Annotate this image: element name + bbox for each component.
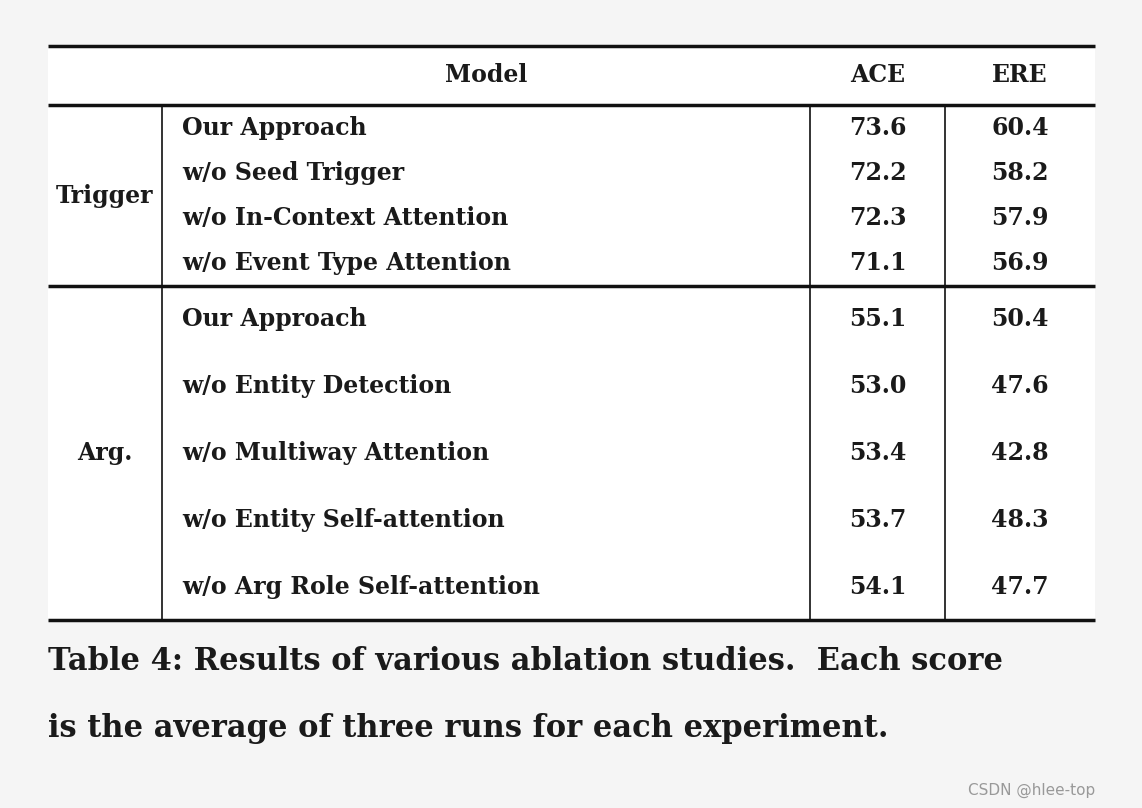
Text: 47.7: 47.7 [991, 574, 1048, 599]
Text: 53.7: 53.7 [849, 507, 907, 532]
Text: 53.4: 53.4 [849, 441, 907, 465]
Text: ACE: ACE [850, 64, 906, 87]
Text: 50.4: 50.4 [991, 307, 1048, 331]
Text: 58.2: 58.2 [991, 161, 1048, 185]
Text: 72.2: 72.2 [849, 161, 907, 185]
Text: w/o In-Context Attention: w/o In-Context Attention [182, 206, 508, 230]
Text: w/o Multiway Attention: w/o Multiway Attention [182, 441, 489, 465]
Text: 60.4: 60.4 [991, 116, 1048, 140]
Text: w/o Seed Trigger: w/o Seed Trigger [182, 161, 404, 185]
Text: Our Approach: Our Approach [182, 307, 367, 331]
Text: w/o Event Type Attention: w/o Event Type Attention [182, 251, 510, 276]
Text: 54.1: 54.1 [849, 574, 907, 599]
Text: 53.0: 53.0 [849, 374, 907, 398]
Text: 56.9: 56.9 [991, 251, 1048, 276]
Text: 47.6: 47.6 [991, 374, 1048, 398]
Text: ERE: ERE [992, 64, 1048, 87]
Text: Trigger: Trigger [56, 183, 154, 208]
Text: Our Approach: Our Approach [182, 116, 367, 140]
Text: 71.1: 71.1 [849, 251, 907, 276]
Text: 48.3: 48.3 [991, 507, 1048, 532]
Text: Table 4: Results of various ablation studies.  Each score: Table 4: Results of various ablation stu… [48, 646, 1003, 677]
Text: w/o Arg Role Self-attention: w/o Arg Role Self-attention [182, 574, 540, 599]
Text: w/o Entity Self-attention: w/o Entity Self-attention [182, 507, 505, 532]
Bar [48, 46, 1095, 620]
Text: 55.1: 55.1 [849, 307, 907, 331]
Text: CSDN @hlee-top: CSDN @hlee-top [967, 783, 1095, 798]
Text: w/o Entity Detection: w/o Entity Detection [182, 374, 451, 398]
Text: is the average of three runs for each experiment.: is the average of three runs for each ex… [48, 713, 888, 744]
Text: 57.9: 57.9 [991, 206, 1048, 230]
Text: 73.6: 73.6 [849, 116, 907, 140]
Text: 72.3: 72.3 [849, 206, 907, 230]
Text: Arg.: Arg. [78, 441, 132, 465]
Text: 42.8: 42.8 [991, 441, 1048, 465]
Text: Model: Model [445, 64, 528, 87]
